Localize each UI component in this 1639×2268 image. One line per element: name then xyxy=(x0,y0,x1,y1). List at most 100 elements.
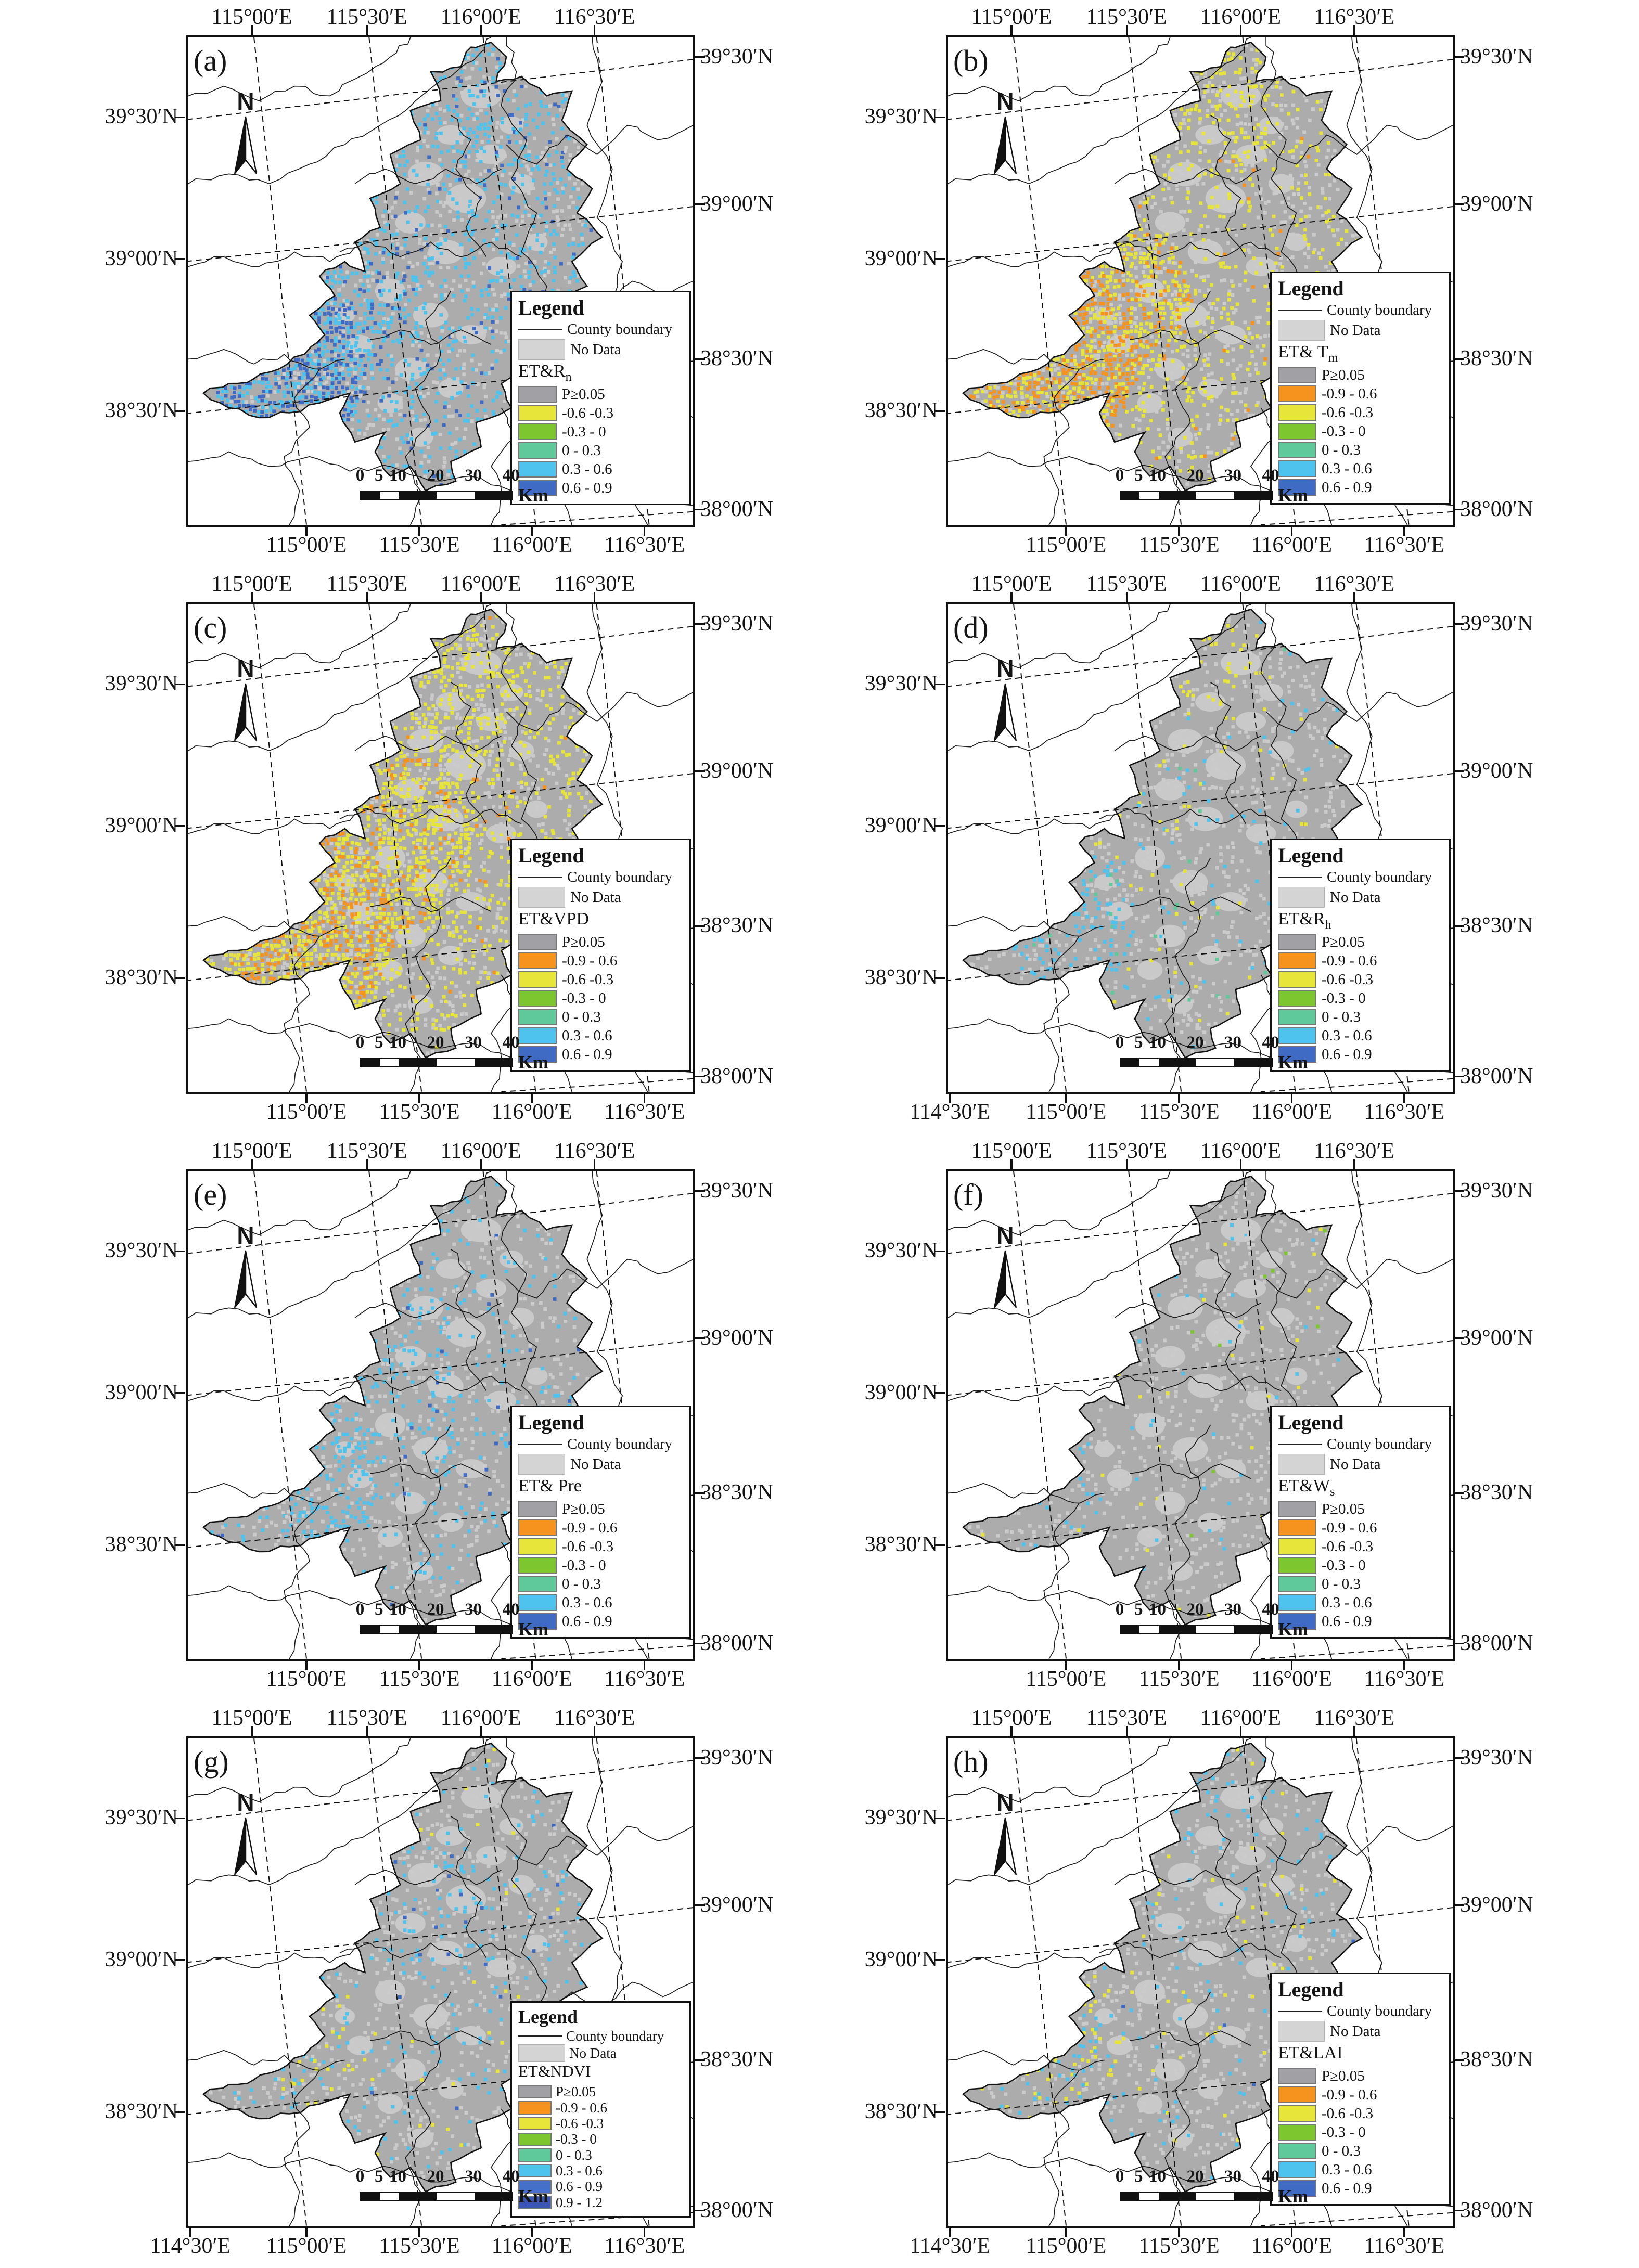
legend-class-row: 0 - 0.3 xyxy=(1278,1576,1443,1592)
legend-class-label: 0 - 0.3 xyxy=(1322,442,1361,458)
axis-tick xyxy=(594,1726,595,1736)
axis-tick xyxy=(189,2226,191,2237)
county-boundary-line-icon xyxy=(1278,2011,1322,2012)
longitude-label: 116°00′E xyxy=(492,1101,572,1123)
north-label: N xyxy=(219,1223,273,1247)
legend-county-label: County boundary xyxy=(567,321,672,337)
legend-class-label: -0.3 - 0 xyxy=(1322,990,1366,1006)
legend-class-row: -0.9 - 0.6 xyxy=(518,1519,683,1536)
legend-nodata-label: No Data xyxy=(1330,1457,1380,1472)
county-boundary-line-icon xyxy=(518,329,562,330)
map-frame: (f) N Legend County boundary No Data xyxy=(946,1169,1455,1661)
axis-tick xyxy=(694,1904,705,1906)
legend-class-label: -0.6 -0.3 xyxy=(556,2116,604,2131)
latitude-label: 38°30′N xyxy=(1460,914,1533,936)
axis-tick xyxy=(175,258,185,260)
scale-number: 30 xyxy=(1224,467,1241,484)
legend-nodata-row: No Data xyxy=(1278,1454,1443,1475)
axis-tick xyxy=(594,1159,595,1169)
scale-number: 5 xyxy=(375,1034,383,1051)
latitude-label: 39°30′N xyxy=(700,613,773,635)
legend-class-row: P≥0.05 xyxy=(1278,367,1443,383)
axis-tick xyxy=(1291,2226,1292,2237)
north-arrow: N xyxy=(219,89,273,178)
legend-class-row: 0 - 0.3 xyxy=(518,442,683,459)
latitude-label: 39°30′N xyxy=(76,106,178,127)
axis-tick xyxy=(251,25,252,35)
longitude-label: 115°30′E xyxy=(379,534,460,556)
legend-county-row: County boundary xyxy=(518,321,683,337)
legend-class-row: -0.6 -0.3 xyxy=(1278,971,1443,988)
no-data-swatch xyxy=(518,2044,565,2062)
map-panel-h: (h) N Legend County boundary No Data xyxy=(820,1701,1639,2268)
axis-tick xyxy=(1291,1092,1292,1103)
latitude-label: 38°30′N xyxy=(836,967,938,988)
latitude-label: 38°00′N xyxy=(700,498,773,520)
axis-tick xyxy=(934,2111,945,2113)
legend-class-label: P≥0.05 xyxy=(556,2084,596,2099)
legend-class-swatch xyxy=(1278,2143,1316,2159)
axis-tick xyxy=(934,684,945,685)
legend-class-row: -0.3 - 0 xyxy=(518,2132,683,2146)
axis-tick xyxy=(934,1251,945,1252)
scale-number: 40 xyxy=(503,2168,520,2185)
latitude-label: 38°00′N xyxy=(1460,1632,1533,1654)
map-frame: (d) N Legend County boundary No Data xyxy=(946,602,1455,1094)
scale-number: 30 xyxy=(465,1601,482,1618)
longitude-label: 115°30′E xyxy=(379,2235,460,2257)
scale-number: 5 xyxy=(375,2168,383,2185)
panel-letter: (b) xyxy=(953,46,989,76)
axis-tick xyxy=(594,592,595,602)
longitude-label: 116°00′E xyxy=(1251,1101,1332,1123)
legend-class-label: -0.3 - 0 xyxy=(1322,423,1366,439)
legend-variable: ET&Ws xyxy=(1278,1477,1443,1499)
legend-class-swatch xyxy=(1278,934,1316,950)
legend-class-swatch xyxy=(518,1557,557,1574)
legend-class-label: -0.6 -0.3 xyxy=(1322,2106,1373,2121)
north-arrow-icon xyxy=(987,681,1024,745)
axis-tick xyxy=(694,1076,705,1077)
axis-tick xyxy=(934,1959,945,1961)
longitude-label: 114°30′E xyxy=(910,1101,990,1123)
axis-tick xyxy=(251,592,252,602)
legend-nodata-row: No Data xyxy=(518,2044,683,2062)
legend-class-swatch xyxy=(518,1576,557,1592)
legend-variable: ET& Tm xyxy=(1278,343,1443,365)
legend-nodata-row: No Data xyxy=(518,1454,683,1475)
axis-tick xyxy=(531,1092,533,1103)
scale-number: 40 xyxy=(1262,1034,1279,1051)
north-arrow-icon xyxy=(987,1248,1024,1312)
axis-tick xyxy=(1353,25,1355,35)
scale-number: 0 xyxy=(356,1601,365,1618)
legend-title: Legend xyxy=(1278,277,1443,300)
legend-class-row: -0.9 - 0.6 xyxy=(1278,385,1443,402)
legend-variable: ET&Rn xyxy=(518,362,683,384)
legend-class-label: -0.3 - 0 xyxy=(562,424,606,440)
latitude-label: 39°30′N xyxy=(836,1240,938,1261)
legend-variable: ET& Pre xyxy=(518,1477,683,1499)
north-arrow: N xyxy=(219,656,273,745)
legend-county-row: County boundary xyxy=(518,869,683,885)
legend-county-label: County boundary xyxy=(1327,1436,1432,1452)
axis-tick xyxy=(1240,1159,1241,1169)
county-boundary-line-icon xyxy=(1278,310,1322,311)
legend-class-label: 0 - 0.3 xyxy=(1322,2143,1361,2159)
axis-tick xyxy=(1454,1904,1464,1906)
north-label: N xyxy=(219,89,273,113)
axis-tick xyxy=(1010,1726,1012,1736)
county-boundary-line-icon xyxy=(518,2035,562,2037)
legend-nodata-row: No Data xyxy=(1278,320,1443,341)
legend-nodata-label: No Data xyxy=(1330,890,1380,905)
axis-tick xyxy=(694,509,705,510)
axis-tick xyxy=(694,1757,705,1759)
legend-class-label: -0.9 - 0.6 xyxy=(1322,386,1377,402)
axis-tick xyxy=(366,1726,368,1736)
scale-number: 20 xyxy=(427,467,444,484)
legend-class-row: -0.9 - 0.6 xyxy=(518,2101,683,2115)
legend-class-row: 0 - 0.3 xyxy=(518,1576,683,1592)
legend-class-label: 0 - 0.3 xyxy=(1322,1009,1361,1025)
legend-class-swatch xyxy=(1278,1557,1316,1574)
